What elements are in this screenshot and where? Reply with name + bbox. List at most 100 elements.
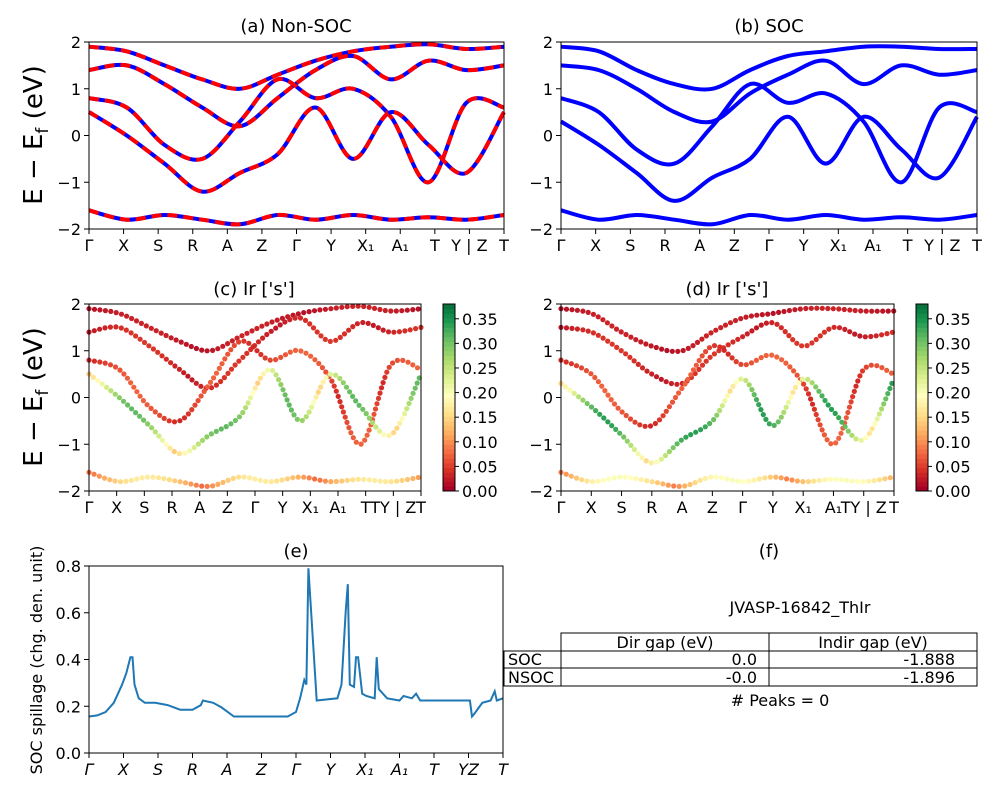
band-2-point (605, 392, 611, 398)
band-3-point (580, 397, 586, 403)
kpoint-label: R (646, 498, 657, 517)
panel-a-frame (88, 41, 505, 230)
band-4-point (860, 479, 866, 485)
band-3-point (809, 380, 815, 386)
band-1-point (563, 325, 570, 331)
band-0-point (239, 333, 245, 339)
band-3-point (760, 412, 766, 418)
panel-e-line (88, 568, 504, 719)
band-2-point (148, 405, 154, 411)
band-2-point (592, 374, 598, 381)
band-1-point (360, 319, 366, 326)
band-4-point (713, 474, 719, 480)
kpoint-label: Y (325, 236, 336, 255)
band-3-point (597, 411, 603, 417)
band-0-point (279, 315, 285, 321)
band-1-point (150, 346, 156, 352)
band-4-point (210, 483, 216, 489)
band-2-point (733, 359, 739, 365)
band-3-point (320, 379, 326, 385)
band-4-point (344, 477, 350, 483)
band-1-point (327, 338, 333, 344)
gap-table: Dir gap (eV) Indir gap (eV) SOC 0.0 -1.888 NS… (503, 632, 978, 687)
band-2-point (851, 388, 857, 394)
colorbar-cell (916, 397, 928, 403)
band-1-point (857, 333, 863, 339)
colorbar-cell (916, 341, 928, 347)
kpoint-label: A₁ (329, 498, 346, 517)
band-1-point (287, 317, 293, 323)
colorbar-cell (916, 304, 928, 310)
kpoint-label: R (166, 498, 177, 517)
colorbar-cell (443, 360, 455, 366)
band-2-point (828, 441, 834, 447)
band-3-point (678, 437, 684, 443)
band-2-point (375, 395, 382, 401)
band-2-point (400, 357, 406, 363)
band-4-point (144, 474, 151, 480)
band-3-point (363, 411, 369, 417)
band-4-point (339, 478, 345, 484)
colorbar-tick-label: 0.15 (935, 408, 971, 427)
band-3-point (381, 432, 387, 438)
band-1-point (813, 336, 819, 343)
colorbar-tick-label: 0.20 (935, 384, 971, 403)
ytick-label: −2 (57, 482, 81, 501)
band-3-point (785, 399, 792, 405)
band-4-point (306, 475, 312, 481)
band-4-point (568, 473, 574, 479)
band-0-point (722, 322, 729, 328)
band-3-point (129, 406, 135, 412)
colorbar-cell (443, 402, 455, 408)
band-2-point (346, 425, 352, 431)
band-1-point (569, 325, 575, 331)
band-3-point (743, 377, 749, 384)
band-4-point (290, 475, 296, 481)
kpoint-label: R (187, 760, 198, 779)
band-3-point (116, 395, 122, 401)
ytick-label: 1 (71, 80, 81, 99)
band-1-point (146, 343, 152, 349)
band-2-point (619, 409, 625, 415)
colorbar-cell (916, 350, 928, 356)
colorbar-cell (916, 453, 928, 459)
band-1-point (277, 322, 283, 328)
band-2-point (384, 369, 390, 375)
band-1-point (826, 326, 832, 332)
band-3-point (412, 385, 418, 391)
band-2-point (884, 367, 890, 373)
band-3-point (624, 438, 630, 444)
colorbar-cell (443, 439, 455, 445)
band-3-point (756, 402, 762, 408)
band-2-point (201, 388, 207, 394)
band-3-point (108, 388, 114, 394)
band-4-point (638, 477, 644, 483)
band-3-point (228, 421, 234, 427)
band-3-point (408, 395, 414, 401)
band-2-point (207, 379, 214, 385)
band-0-point (600, 317, 606, 323)
band-1-point (193, 380, 199, 386)
band-1-point (97, 326, 103, 332)
band-0-point (183, 341, 189, 347)
band-1-point (585, 328, 591, 334)
band-4-point (312, 476, 318, 482)
band-4-point (756, 476, 763, 482)
band-0-point (786, 307, 793, 314)
band-2-point (374, 401, 380, 407)
band-3-point (90, 374, 96, 380)
band-2-point (859, 368, 866, 374)
colorbar-cell (443, 406, 455, 413)
band-2-point (588, 371, 594, 377)
band-1-point (322, 336, 328, 342)
band-0-point (604, 320, 611, 326)
band-3-point (845, 428, 851, 434)
colorbar-cell (916, 472, 928, 478)
band-2-point (144, 402, 150, 408)
panel-d-frame (560, 303, 895, 492)
band-1-point (627, 354, 633, 360)
band-0-point (249, 328, 255, 334)
